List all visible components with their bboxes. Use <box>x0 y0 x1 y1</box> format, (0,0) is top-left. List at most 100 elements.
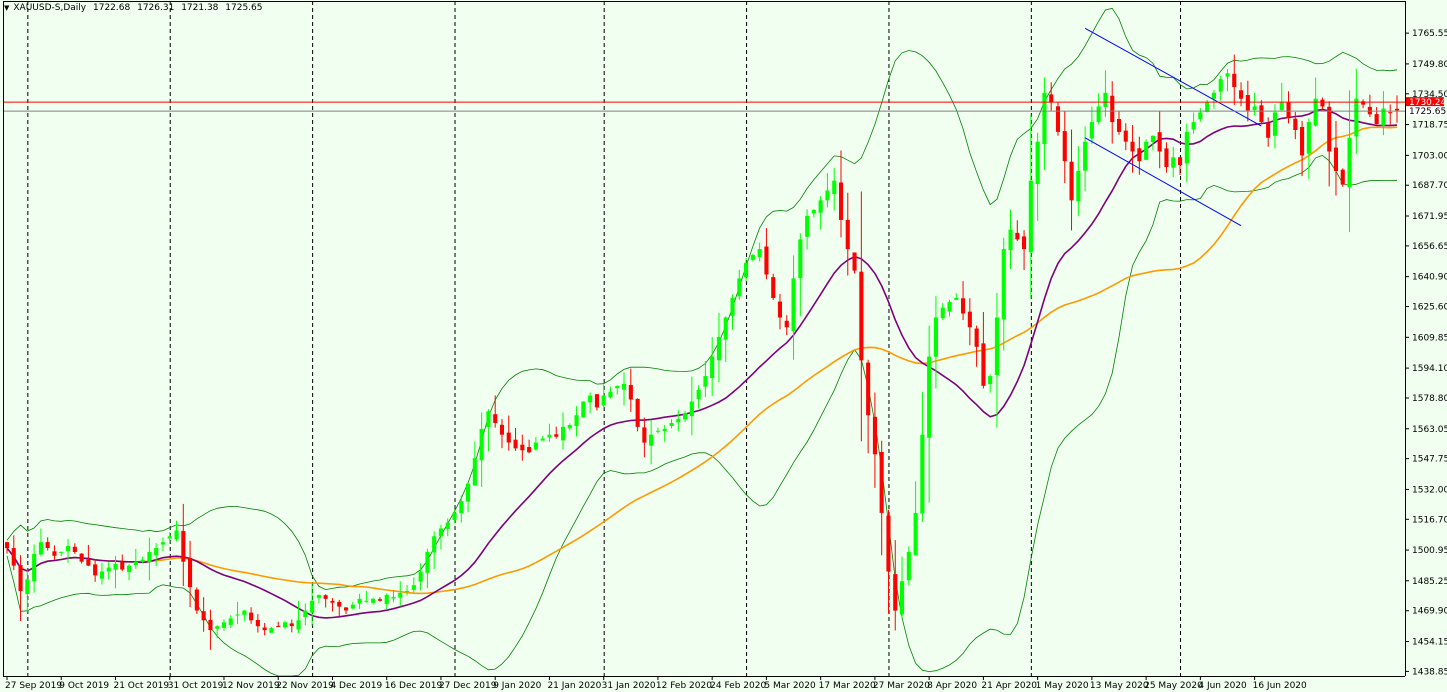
candle-body-137 <box>933 317 938 357</box>
candle-body-202 <box>1374 114 1379 125</box>
x-tick-label-17: 8 Apr 2020 <box>927 681 977 691</box>
candle-body-45 <box>310 600 315 613</box>
candle-body-20 <box>140 559 145 562</box>
y-tick-label-14: 1547.75 <box>1412 455 1447 465</box>
candle-body-107 <box>730 298 735 316</box>
candle-body-80 <box>547 434 552 438</box>
candle-body-200 <box>1361 101 1366 105</box>
candle-body-203 <box>1381 108 1386 126</box>
x-tick-label-13: 24 Feb 2020 <box>710 681 766 691</box>
candle-body-176 <box>1198 112 1203 119</box>
candle-body-146 <box>994 317 999 375</box>
candle-body-130 <box>886 515 891 572</box>
candle-body-44 <box>303 610 308 617</box>
candle-body-110 <box>750 255 755 260</box>
candle-body-56 <box>384 594 389 604</box>
candle-body-192 <box>1306 122 1311 154</box>
y-tick-label-7: 1656.65 <box>1412 242 1447 252</box>
candle-body-42 <box>289 623 294 627</box>
candle-body-26 <box>181 530 186 562</box>
x-tick-label-5: 22 Nov 2019 <box>276 681 334 691</box>
candle-body-59 <box>405 591 410 592</box>
channel-lower-line <box>1084 137 1242 227</box>
x-tick-label-10: 21 Jan 2020 <box>547 681 601 691</box>
candle-body-99 <box>676 419 681 423</box>
y-tick-label-0: 1765.55 <box>1412 29 1447 39</box>
candle-body-84 <box>574 415 579 427</box>
candle-body-169 <box>1150 135 1155 142</box>
collapse-triangle-icon[interactable]: ▼ <box>4 4 10 12</box>
candle-body-173 <box>1178 157 1183 166</box>
candle-body-7 <box>52 551 57 556</box>
x-tick-label-20: 13 May 2020 <box>1090 681 1149 691</box>
y-tick-label-5: 1687.70 <box>1412 181 1447 191</box>
x-tick-label-4: 12 Nov 2019 <box>222 681 280 691</box>
candle-body-118 <box>805 215 810 237</box>
candle-body-25 <box>174 530 179 540</box>
y-tick-label-13: 1563.05 <box>1412 425 1447 435</box>
candle-body-63 <box>432 536 437 553</box>
symbol-timeframe: XAUUSD-S,Daily <box>13 3 87 13</box>
candle-body-12 <box>86 559 91 566</box>
candle-body-17 <box>120 562 125 570</box>
candle-body-193 <box>1313 98 1318 126</box>
y-tick-label-15: 1532.00 <box>1412 485 1447 495</box>
bollinger-lower-line <box>6 154 1398 677</box>
candle-body-91 <box>622 383 627 390</box>
candle-body-85 <box>581 401 586 418</box>
x-tick-label-16: 27 Mar 2020 <box>873 681 930 691</box>
candle-body-33 <box>228 618 233 625</box>
candle-body-167 <box>1137 148 1142 162</box>
candle-body-58 <box>398 593 403 598</box>
candle-body-0 <box>5 542 10 549</box>
candle-body-197 <box>1340 169 1345 185</box>
candle-body-72 <box>493 414 498 423</box>
candle-body-82 <box>561 426 566 441</box>
x-tick-label-0: 27 Sep 2019 <box>5 681 62 691</box>
candle-body-123 <box>839 182 844 220</box>
candle-body-135 <box>920 434 925 514</box>
candle-body-47 <box>323 595 328 599</box>
candle-body-6 <box>45 542 50 548</box>
candle-body-114 <box>777 301 782 318</box>
candle-body-128 <box>872 416 877 455</box>
candle-body-142 <box>967 311 972 328</box>
candle-body-86 <box>588 395 593 403</box>
candle-body-159 <box>1083 141 1088 171</box>
candle-body-129 <box>879 452 884 513</box>
candle-body-144 <box>981 343 986 386</box>
candle-body-156 <box>1062 131 1067 162</box>
candle-body-30 <box>208 619 213 631</box>
candle-body-51 <box>350 604 355 609</box>
x-tick-label-2: 21 Oct 2019 <box>113 681 169 691</box>
candle-body-189 <box>1286 102 1291 119</box>
candle-body-182 <box>1239 90 1244 99</box>
candle-body-93 <box>635 398 640 427</box>
candle-body-168 <box>1144 141 1149 160</box>
x-tick-label-21: 25 May 2020 <box>1144 681 1203 691</box>
candle-body-115 <box>784 320 789 328</box>
candle-body-39 <box>269 628 274 633</box>
candle-body-69 <box>472 458 477 486</box>
candle-body-62 <box>425 551 430 573</box>
candle-body-74 <box>506 432 511 443</box>
x-tick-label-7: 16 Dec 2019 <box>385 681 443 691</box>
candle-body-117 <box>798 239 803 279</box>
x-tick-label-22: 4 Jun 2020 <box>1198 681 1247 691</box>
candle-body-87 <box>594 394 599 408</box>
candle-body-60 <box>411 585 416 590</box>
candle-body-125 <box>852 252 857 271</box>
candle-body-108 <box>737 278 742 297</box>
trend-channel[interactable] <box>1084 27 1262 227</box>
candle-body-127 <box>866 362 871 416</box>
candle-body-109 <box>744 262 749 278</box>
candle-body-70 <box>479 428 484 461</box>
candle-body-19 <box>133 561 138 566</box>
candle-body-158 <box>1076 171 1081 202</box>
candle-body-97 <box>662 428 667 432</box>
x-tick-label-23: 16 Jun 2020 <box>1253 681 1307 691</box>
candle-body-81 <box>554 434 559 437</box>
